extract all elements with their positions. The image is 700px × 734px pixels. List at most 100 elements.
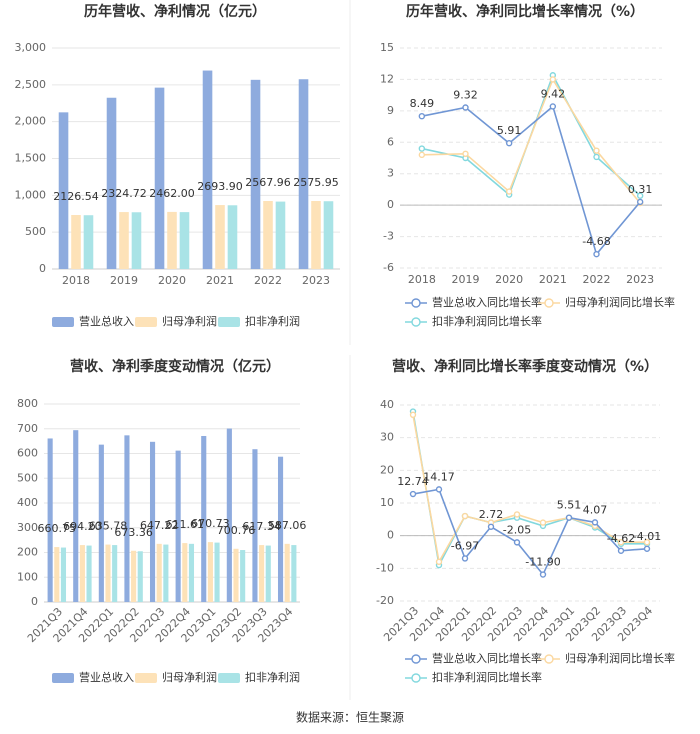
bar [167, 211, 177, 269]
y-tick-label: 500 [17, 471, 38, 484]
bar [275, 201, 286, 269]
bar [60, 547, 67, 602]
y-tick-label: 15 [380, 41, 394, 54]
legend-label: 营业总收入 [79, 670, 134, 684]
bar [163, 544, 169, 602]
point [435, 558, 443, 565]
y-tick-label: 100 [17, 570, 38, 583]
bar [265, 545, 271, 602]
point [418, 145, 426, 152]
data-label: 670.73 [191, 517, 230, 530]
x-tick-label: 2022 [254, 274, 282, 287]
point [513, 539, 521, 546]
bar [54, 547, 60, 602]
x-tick-label: 2020 [158, 274, 186, 287]
bar [263, 201, 273, 269]
data-label: -4.68 [582, 235, 610, 248]
y-tick-label: 300 [17, 521, 38, 534]
y-tick-label: 0 [387, 198, 394, 211]
x-tick-label: 2023 [302, 274, 330, 287]
legend-label: 营业总收入同比增长率 [432, 295, 542, 309]
data-label: 694.20 [63, 520, 102, 533]
y-tick-label: 10 [380, 496, 394, 509]
data-label: 2324.72 [101, 187, 147, 200]
line [421, 105, 641, 256]
x-tick-label: 2021 [539, 273, 567, 286]
bar [201, 435, 207, 602]
bar [291, 545, 297, 602]
chart-title: 营收、净利季度变动情况（亿元） [70, 358, 280, 375]
data-label: -6.97 [451, 539, 479, 552]
y-tick-label: 700 [17, 422, 38, 435]
point [462, 150, 469, 158]
point [591, 519, 599, 526]
bar [323, 201, 334, 269]
x-tick-label: 2020 [495, 273, 523, 286]
y-tick-label: 30 [380, 431, 394, 444]
point [409, 490, 417, 498]
bar [131, 212, 142, 269]
data-label: 0.31 [628, 183, 653, 196]
legend-swatch [544, 654, 554, 664]
legend-swatch [218, 673, 240, 683]
legend-label: 扣非净利润同比增长率 [432, 670, 542, 684]
y-tick-label: 12 [380, 72, 394, 85]
point [549, 76, 557, 83]
point [418, 151, 426, 159]
y-tick-label: 2,500 [15, 78, 47, 91]
bar [298, 79, 309, 270]
y-tick-label: 500 [25, 225, 46, 238]
bar [277, 456, 284, 602]
y-tick-label: 1,000 [15, 188, 47, 201]
legend-swatch [411, 317, 421, 327]
bar [131, 550, 137, 602]
bar [202, 70, 213, 269]
point [461, 555, 469, 562]
bar [149, 441, 156, 602]
data-label: 2126.54 [53, 190, 99, 203]
bar [71, 215, 81, 269]
bar [284, 543, 290, 602]
point [539, 571, 547, 578]
data-label: 9.42 [541, 87, 566, 100]
bar [124, 435, 130, 602]
y-tick-label: 800 [17, 397, 38, 410]
bar [154, 87, 165, 270]
point [539, 519, 547, 526]
point [487, 523, 495, 530]
data-label: 611.61 [166, 518, 205, 531]
bar [79, 545, 85, 602]
chart-title: 历年营收、净利情况（亿元） [84, 3, 266, 20]
y-tick-label: 2,000 [15, 115, 47, 128]
data-label: 12.74 [397, 475, 429, 488]
legend-label: 扣非净利润 [245, 670, 300, 684]
bar [207, 542, 213, 602]
point [593, 147, 600, 154]
source-note: 数据来源：恒生聚源 [296, 710, 404, 725]
bar [188, 543, 195, 602]
y-tick-label: 9 [387, 104, 394, 117]
bar [58, 112, 69, 270]
data-label: 2462.00 [149, 187, 195, 200]
bar [106, 97, 117, 269]
bar [73, 430, 79, 602]
y-tick-label: 20 [380, 463, 394, 476]
y-tick-label: -3 [383, 230, 394, 243]
x-tick-label: 2022 [583, 273, 611, 286]
point [617, 539, 625, 546]
data-label: 673.36 [114, 526, 153, 539]
data-label: 14.17 [423, 470, 455, 483]
point [462, 104, 469, 111]
point [643, 539, 651, 546]
bar [98, 444, 104, 602]
y-tick-label: 400 [17, 496, 38, 509]
point [593, 153, 600, 161]
point [505, 140, 513, 147]
y-tick-label: 0 [31, 595, 38, 608]
point [513, 511, 521, 518]
data-label: 2693.90 [197, 180, 243, 193]
bar [179, 212, 190, 269]
legend-swatch [411, 673, 421, 683]
bar [250, 79, 261, 269]
bar [175, 450, 181, 602]
